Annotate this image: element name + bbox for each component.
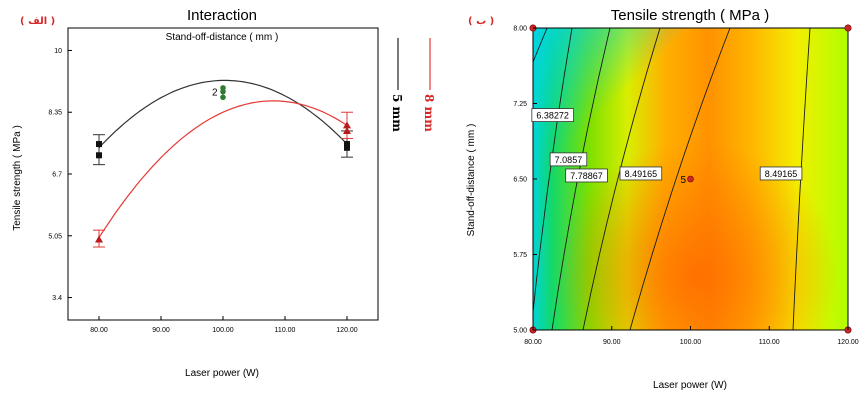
replicate-count-label: 2	[212, 88, 218, 99]
left-y-tick-label: 6.7	[52, 172, 62, 179]
contour-line-1	[532, 27, 548, 63]
left-plot-frame	[67, 27, 379, 321]
left-x-tick-label: 110.00	[275, 327, 296, 334]
contour-label-box	[619, 166, 663, 181]
left-x-ticks: 80.00 90.00 100.00 110.00 120.00	[90, 316, 358, 334]
legend-5mm-label: 5 mm	[390, 94, 404, 132]
right-chart-title: Tensile strength ( MPa )	[611, 7, 769, 24]
left-chart-title: Interaction	[187, 7, 257, 24]
left-x-tick-label: 80.00	[90, 327, 108, 334]
series-8mm-point	[343, 126, 351, 134]
right-x-tick-label: 120.00	[837, 339, 859, 346]
right-chart-tag: ( ب )	[468, 16, 494, 27]
left-legend: 8 mm 5 mm	[390, 38, 436, 132]
right-x-axis-label: Laser power (W)	[653, 380, 727, 391]
contour-label: 8.49165	[625, 169, 658, 179]
left-x-tick-label: 100.00	[212, 327, 234, 334]
left-x-tick-label: 120.00	[336, 327, 358, 334]
left-x-tick-label: 90.00	[152, 327, 170, 334]
series-8mm-point	[343, 121, 351, 129]
series-8mm-point	[95, 235, 103, 243]
interaction-chart: ( الف ) Interaction Stand-off-distance (…	[12, 7, 436, 379]
right-x-ticks: 80.00 90.00 100.00 110.00 120.00	[524, 326, 859, 346]
contour-label: 7.78867	[570, 171, 603, 181]
right-y-ticks: 5.00 5.75 6.50 7.25 8.00	[513, 26, 537, 335]
design-point	[844, 24, 852, 32]
series-5mm-point	[96, 152, 102, 159]
left-chart-tag: ( الف )	[20, 16, 55, 27]
left-series	[93, 79, 353, 248]
contour-line-5	[629, 27, 731, 331]
right-y-tick-label: 7.25	[513, 101, 527, 108]
contour-line-4	[582, 27, 661, 331]
right-y-axis-label: Stand-off-distance ( mm )	[466, 124, 477, 237]
left-chart-subtitle: Stand-off-distance ( mm )	[166, 32, 279, 43]
center-design-point	[687, 175, 694, 183]
contour-label: 6.38272	[536, 111, 569, 121]
center-replicate-point	[220, 94, 226, 101]
contour-label: 7.0857	[555, 155, 583, 165]
contour-line-2	[532, 27, 573, 313]
legend-8mm-label: 8 mm	[422, 94, 436, 132]
left-y-tick-label: 5.05	[48, 233, 62, 240]
right-x-tick-label: 110.00	[759, 339, 780, 346]
left-x-axis-label: Laser power (W)	[185, 368, 259, 379]
left-y-tick-label: 10	[54, 48, 62, 55]
series-5mm-point	[96, 141, 102, 148]
contour-label-box	[565, 168, 608, 183]
design-points	[529, 24, 852, 334]
left-y-axis-label: Tensile strength ( MPa )	[12, 125, 23, 231]
right-x-tick-label: 100.00	[680, 339, 702, 346]
right-y-tick-label: 6.50	[513, 177, 527, 184]
left-y-tick-label: 8.35	[48, 110, 62, 117]
series-8mm-curve	[98, 100, 348, 238]
right-y-tick-label: 5.00	[513, 328, 527, 335]
right-x-tick-label: 90.00	[603, 339, 621, 346]
contour-label-box	[531, 108, 574, 122]
contour-labels: 6.38272 7.0857 7.78867 8.49165 8.49165	[531, 108, 803, 183]
left-y-ticks: 3.4 5.05 6.7 8.35 10	[48, 48, 72, 302]
center-point-label: 5	[681, 175, 687, 186]
left-y-tick-label: 3.4	[52, 295, 62, 302]
series-5mm-point	[344, 144, 350, 151]
right-x-tick-label: 80.00	[524, 339, 542, 346]
center-point: 5	[681, 175, 694, 186]
contour-chart: ( ب ) Tensile strength ( MPa ) 6.38272 7.…	[466, 7, 859, 391]
series-5mm-curve	[98, 79, 348, 149]
right-y-tick-label: 8.00	[513, 26, 527, 33]
contour-label-box	[549, 152, 588, 167]
center-replicate-point	[220, 85, 226, 91]
series-5mm-point	[344, 141, 350, 148]
right-y-tick-label: 5.75	[513, 252, 527, 259]
contour-label-box	[759, 166, 803, 181]
contour-label: 8.49165	[765, 169, 798, 179]
